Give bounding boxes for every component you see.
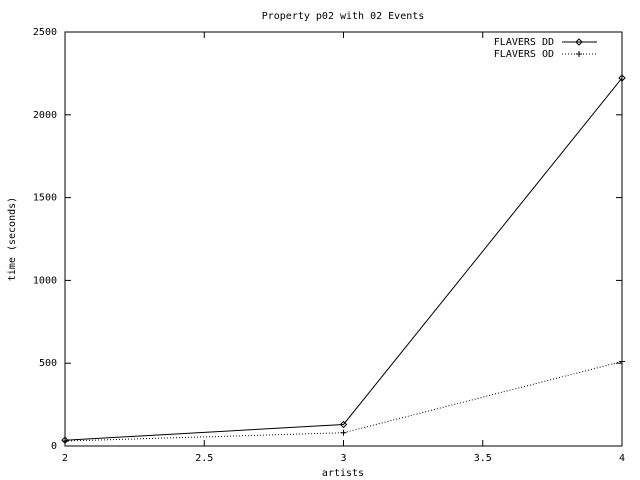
plot-frame [64, 31, 623, 447]
point-marker [339, 420, 348, 429]
y-tick-label: 0 [51, 441, 57, 452]
series-line [64, 77, 623, 441]
point-marker [61, 436, 69, 444]
legend-label: FLAVERS OD [494, 49, 554, 60]
x-tick-label: 2 [62, 453, 68, 464]
y-tick-label: 1000 [33, 275, 57, 286]
x-tick-label: 2.5 [195, 453, 213, 464]
x-tick-label: 3.5 [474, 453, 492, 464]
point-marker [340, 429, 347, 436]
legend-marker [576, 51, 582, 57]
legend-label: FLAVERS DD [494, 37, 554, 48]
x-axis-label: artists [322, 468, 364, 479]
series-line [64, 361, 623, 442]
point-marker [619, 358, 625, 365]
point-marker [62, 438, 68, 445]
chart-title: Property p02 with 02 Events [262, 11, 425, 22]
y-tick-label: 2000 [33, 110, 57, 121]
legend-marker [575, 38, 583, 46]
point-marker [618, 74, 626, 82]
x-tick-label: 3 [340, 453, 346, 464]
y-tick-label: 500 [39, 358, 57, 369]
x-tick-label: 4 [619, 453, 625, 464]
y-tick-label: 1500 [33, 193, 57, 204]
y-tick-label: 2500 [33, 27, 57, 38]
y-axis-label: time (seconds) [7, 197, 18, 281]
